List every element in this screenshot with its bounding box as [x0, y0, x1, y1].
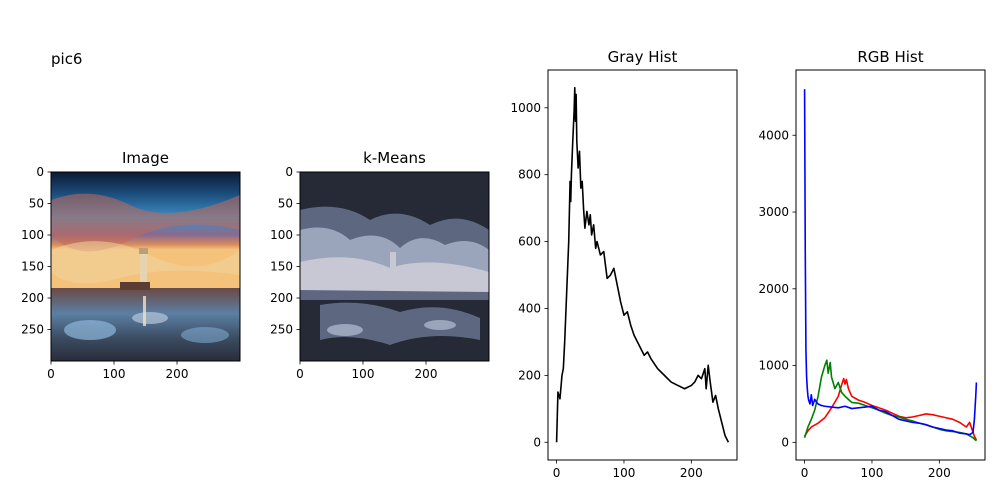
gray-hist-y-tick-label: 800 — [518, 168, 541, 182]
rgb-hist-y-tick-label: 0 — [781, 435, 789, 449]
gray-hist-x-tick-label: 200 — [680, 466, 703, 480]
image-y-tick-label: 200 — [21, 291, 44, 305]
image-y-tick-label: 150 — [21, 260, 44, 274]
image-x-tick-label: 0 — [47, 367, 55, 381]
rgb-hist-frame — [795, 69, 986, 461]
rgb-hist-title: RGB Hist — [857, 48, 923, 66]
gray-hist-x-tick-label: 0 — [553, 466, 561, 480]
rgb-hist-y-tick-label: 1000 — [758, 359, 789, 373]
kmeans-panel: k-Means 0 100 200 0 50 100 150 200 250 — [270, 149, 490, 381]
rgb-hist-y-tick-label: 3000 — [758, 205, 789, 219]
rgb-hist-x-tick-label: 200 — [928, 466, 951, 480]
kmeans-y-tick-label: 0 — [285, 165, 293, 179]
gray-hist-y-tick-label: 200 — [518, 368, 541, 382]
gray-hist-y-tick-label: 1000 — [510, 101, 541, 115]
image-x-tick-label: 200 — [166, 367, 189, 381]
rgb-hist-x-tick-label: 0 — [801, 466, 809, 480]
rgb-hist-series-line-0 — [803, 377, 978, 441]
image-ticks: 0 100 200 0 50 100 150 200 250 — [21, 165, 188, 381]
image-y-tick-label: 50 — [29, 197, 44, 211]
gray-hist-y-tick-label: 600 — [518, 235, 541, 249]
kmeans-y-tick-label: 100 — [270, 228, 293, 242]
rgb-hist-x-tick-label: 100 — [861, 466, 884, 480]
kmeans-y-tick-label: 200 — [270, 291, 293, 305]
kmeans-y-tick-label: 250 — [270, 323, 293, 337]
rgb-hist-y-tick-label: 2000 — [758, 282, 789, 296]
kmeans-x-tick-label: 100 — [352, 367, 375, 381]
rgb-hist-series-line-1 — [803, 359, 977, 442]
gray-hist-plot: 0 100 200 0 200 400 600 800 1000 — [510, 86, 730, 480]
image-panel: Image 0 100 200 0 50 100 150 200 250 — [21, 149, 241, 381]
image-panel-title: Image — [122, 149, 169, 167]
gray-hist-y-tick-label: 0 — [533, 435, 541, 449]
image-y-tick-label: 250 — [21, 323, 44, 337]
gray-hist-y-tick-label: 400 — [518, 301, 541, 315]
kmeans-ticks: 0 100 200 0 50 100 150 200 250 — [270, 165, 437, 381]
kmeans-panel-title: k-Means — [363, 149, 426, 167]
image-x-tick-label: 100 — [103, 367, 126, 381]
kmeans-x-tick-label: 200 — [415, 367, 438, 381]
rgb-hist-series-line-2 — [803, 89, 978, 436]
gray-hist-panel: Gray Hist 0 100 200 0 200 400 600 800 1000 — [510, 48, 738, 480]
kmeans-image — [300, 172, 489, 361]
rgb-hist-y-tick-label: 4000 — [758, 128, 789, 142]
figure-label: pic6 — [51, 50, 82, 68]
lighthouse-photo — [51, 172, 240, 361]
image-y-tick-label: 0 — [36, 165, 44, 179]
gray-hist-frame — [547, 69, 738, 461]
gray-hist-title: Gray Hist — [608, 48, 678, 66]
kmeans-y-tick-label: 150 — [270, 260, 293, 274]
kmeans-y-tick-label: 50 — [278, 197, 293, 211]
image-y-tick-label: 100 — [21, 228, 44, 242]
gray-hist-series-line-0 — [555, 86, 730, 443]
gray-hist-x-tick-label: 100 — [613, 466, 636, 480]
kmeans-x-tick-label: 0 — [296, 367, 304, 381]
